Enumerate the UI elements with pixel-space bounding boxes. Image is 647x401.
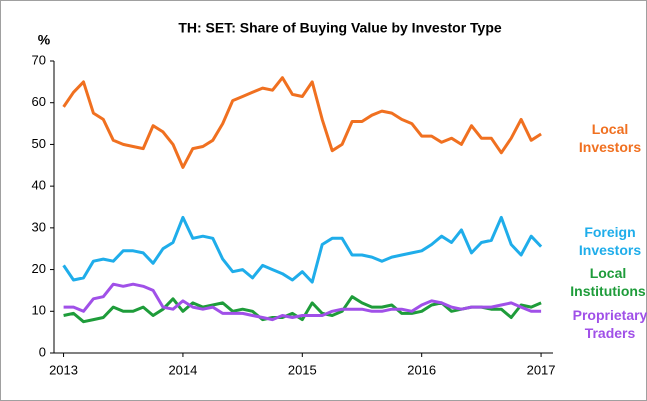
series-label: Local Investors	[578, 121, 642, 155]
y-tick-label: 0	[39, 344, 46, 359]
series-line	[62, 215, 543, 284]
series-label: Proprietary Traders	[572, 307, 647, 341]
chart-title: TH: SET: Share of Buying Value by Invest…	[178, 20, 502, 36]
series-label: Foreign Investors	[578, 224, 642, 258]
x-tick-label: 2014	[168, 362, 197, 377]
y-tick-label: 40	[32, 178, 46, 193]
y-tick-label: 30	[32, 219, 46, 234]
y-tick-label: 70	[32, 52, 46, 67]
y-axis-label: %	[38, 32, 51, 48]
x-tick-label: 2015	[288, 362, 317, 377]
y-tick-label: 20	[32, 261, 46, 276]
series-line	[63, 282, 542, 322]
series-line	[63, 295, 542, 324]
y-tick-label: 10	[32, 303, 46, 318]
y-tick-label: 50	[32, 136, 46, 151]
x-tick-label: 2013	[49, 362, 78, 377]
series-line	[62, 76, 542, 169]
series-label: Local Institutions	[570, 265, 646, 299]
x-tick-label: 2016	[407, 362, 436, 377]
x-tick-label: 2017	[527, 362, 556, 377]
y-tick-label: 60	[32, 94, 46, 109]
